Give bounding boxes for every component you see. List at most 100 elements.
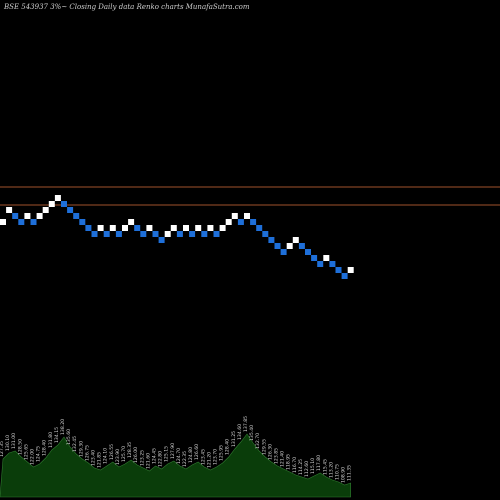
chart-title: BSE 543937 3%~ Closing Daily data Renko …: [4, 3, 250, 11]
renko-brick-up: [225, 219, 232, 225]
volume-label: 122.80: [158, 451, 164, 467]
volume-label: 125.95: [219, 445, 225, 461]
renko-brick-up: [97, 225, 104, 231]
volume-label: 123.90: [115, 449, 121, 465]
renko-brick-down: [262, 231, 269, 237]
renko-brick-up: [48, 201, 55, 207]
volume-label: 114.25: [298, 459, 304, 475]
renko-brick-down: [317, 261, 324, 267]
volume-label: 126.75: [84, 445, 90, 461]
renko-brick-down: [18, 219, 25, 225]
volume-label: 132.70: [255, 433, 261, 449]
renko-brick-up: [292, 237, 299, 243]
volume-label: 130.10: [5, 435, 11, 451]
volume-label: 127.90: [170, 443, 176, 459]
volume-label: 125.65: [23, 444, 29, 460]
renko-brick-down: [134, 225, 141, 231]
volume-label: 116.70: [292, 457, 298, 473]
renko-brick-down: [280, 249, 287, 255]
renko-brick-down: [67, 207, 74, 213]
volume-label: 111.35: [347, 465, 353, 481]
renko-brick-up: [164, 231, 171, 237]
volume-label: 125.15: [164, 446, 170, 462]
renko-brick-down: [85, 225, 92, 231]
volume-label: 128.50: [17, 439, 23, 455]
volume-label: 123.45: [200, 449, 206, 465]
volume-label: 121.20: [206, 452, 212, 468]
volume-label: 122.00: [30, 449, 36, 465]
volume-label: 112.60: [304, 461, 310, 477]
volume-label: 135.40: [249, 425, 255, 441]
volume-label: 132.45: [72, 436, 78, 452]
renko-brick-up: [323, 255, 330, 261]
renko-brick-up: [231, 213, 238, 219]
volume-label: 126.00: [133, 447, 139, 463]
volume-label: 129.55: [261, 439, 267, 455]
volume-label: 122.35: [182, 451, 188, 467]
volume-label: 124.75: [36, 446, 42, 462]
renko-brick-down: [298, 243, 305, 249]
volume-label: 124.70: [176, 448, 182, 464]
renko-brick-up: [42, 207, 49, 213]
reference-lines: [0, 186, 500, 206]
renko-bricks-group: [0, 195, 354, 279]
renko-brick-down: [152, 231, 159, 237]
renko-brick-down: [158, 237, 165, 243]
renko-brick-down: [30, 219, 37, 225]
volume-label: 118.95: [286, 454, 292, 470]
volume-label: 113.20: [328, 462, 334, 478]
renko-brick-up: [219, 225, 226, 231]
renko-brick-down: [91, 231, 98, 237]
renko-brick-down: [103, 231, 110, 237]
renko-brick-up: [347, 267, 354, 273]
volume-label: 131.25: [231, 431, 237, 447]
renko-brick-down: [176, 231, 183, 237]
renko-brick-up: [170, 225, 177, 231]
renko-brick-up: [24, 213, 31, 219]
renko-brick-up: [195, 225, 202, 231]
volume-label: 124.45: [152, 448, 158, 464]
renko-brick-down: [311, 255, 318, 261]
volume-label: 115.45: [322, 459, 328, 475]
renko-brick-down: [115, 231, 122, 237]
renko-brick-down: [140, 231, 147, 237]
volume-label: 128.35: [127, 442, 133, 458]
renko-brick-down: [341, 273, 348, 279]
renko-brick-up: [286, 243, 293, 249]
volume-label: 125.70: [121, 446, 127, 462]
volume-label: 121.40: [280, 451, 286, 467]
renko-brick-up: [207, 225, 214, 231]
renko-brick-down: [268, 237, 275, 243]
renko-brick-up: [6, 207, 13, 213]
renko-brick-down: [73, 213, 80, 219]
volume-label: 137.85: [243, 416, 249, 432]
renko-brick-down: [335, 267, 342, 273]
volume-label: 127.35: [0, 441, 5, 457]
volume-label: 121.60: [145, 453, 151, 469]
volume-label: 128.40: [225, 439, 231, 455]
renko-brick-up: [109, 225, 116, 231]
volume-label: 123.85: [274, 448, 280, 464]
volume-label: 135.60: [66, 429, 72, 445]
volume-label: 110.75: [335, 464, 341, 480]
renko-brick-down: [189, 231, 196, 237]
renko-brick-down: [237, 219, 244, 225]
volume-area: [0, 433, 351, 498]
renko-brick-up: [0, 219, 6, 225]
volume-label: 123.70: [213, 449, 219, 465]
renko-brick-down: [329, 261, 336, 267]
renko-brick-up: [128, 219, 135, 225]
volume-label: 123.40: [91, 450, 97, 466]
volume-label: 128.40: [42, 440, 48, 456]
volume-label: 124.10: [103, 448, 109, 464]
volume-label: 134.15: [54, 427, 60, 443]
volume-area-group: [0, 433, 351, 498]
volume-label: 126.55: [109, 444, 115, 460]
volume-labels-group: 127.35 130.10 131.00 128.50 125.65 122.00 124.…: [0, 416, 353, 483]
volume-label: 138.20: [60, 419, 66, 435]
renko-brick-up: [244, 213, 250, 219]
volume-label: 129.30: [78, 441, 84, 457]
volume-label: 121.85: [97, 452, 103, 468]
volume-label: 115.10: [310, 458, 316, 474]
